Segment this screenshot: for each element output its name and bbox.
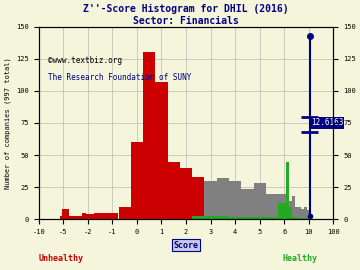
Bar — [286, 194, 289, 220]
Bar — [301, 218, 304, 220]
Bar — [143, 52, 155, 220]
Bar — [289, 207, 292, 220]
Bar — [62, 209, 65, 220]
Bar — [118, 207, 131, 220]
Bar — [278, 203, 286, 220]
Text: Unhealthy: Unhealthy — [38, 254, 83, 263]
Bar — [155, 82, 168, 220]
Text: ©www.textbiz.org: ©www.textbiz.org — [48, 56, 122, 65]
Bar — [295, 207, 298, 220]
Bar — [292, 217, 295, 220]
Bar — [73, 215, 77, 220]
Bar — [180, 168, 192, 220]
Bar — [289, 201, 292, 220]
Bar — [298, 218, 301, 220]
Bar — [65, 209, 69, 220]
Bar — [131, 142, 143, 220]
Y-axis label: Number of companies (997 total): Number of companies (997 total) — [4, 57, 11, 189]
Bar — [82, 213, 86, 220]
Bar — [229, 217, 241, 220]
Bar — [301, 209, 304, 220]
Bar — [286, 161, 289, 220]
Bar — [106, 213, 118, 220]
Text: Healthy: Healthy — [282, 254, 317, 263]
Bar — [266, 217, 278, 220]
Bar — [298, 207, 301, 220]
Bar — [229, 181, 241, 220]
Bar — [253, 183, 266, 220]
Text: The Research Foundation of SUNY: The Research Foundation of SUNY — [48, 73, 191, 82]
Bar — [253, 217, 266, 220]
Bar — [266, 194, 278, 220]
Bar — [94, 213, 106, 220]
Bar — [304, 218, 307, 220]
Bar — [39, 217, 40, 220]
Title: Z''-Score Histogram for DHIL (2016)
Sector: Financials: Z''-Score Histogram for DHIL (2016) Sect… — [83, 4, 289, 26]
Bar — [204, 215, 217, 220]
Bar — [192, 215, 204, 220]
Bar — [168, 161, 180, 220]
Bar — [241, 188, 253, 220]
Bar — [295, 217, 298, 220]
Bar — [217, 215, 229, 220]
Text: 12.6163: 12.6163 — [311, 119, 343, 127]
Bar — [304, 207, 307, 220]
Bar — [59, 215, 62, 220]
Bar — [204, 181, 217, 220]
Bar — [241, 217, 253, 220]
Bar — [77, 215, 82, 220]
Bar — [307, 210, 309, 220]
X-axis label: Score: Score — [174, 241, 198, 250]
Bar — [307, 218, 309, 220]
Bar — [292, 196, 295, 220]
Bar — [86, 214, 94, 220]
Bar — [217, 178, 229, 220]
Bar — [278, 194, 286, 220]
Bar — [69, 215, 73, 220]
Bar — [192, 177, 204, 220]
